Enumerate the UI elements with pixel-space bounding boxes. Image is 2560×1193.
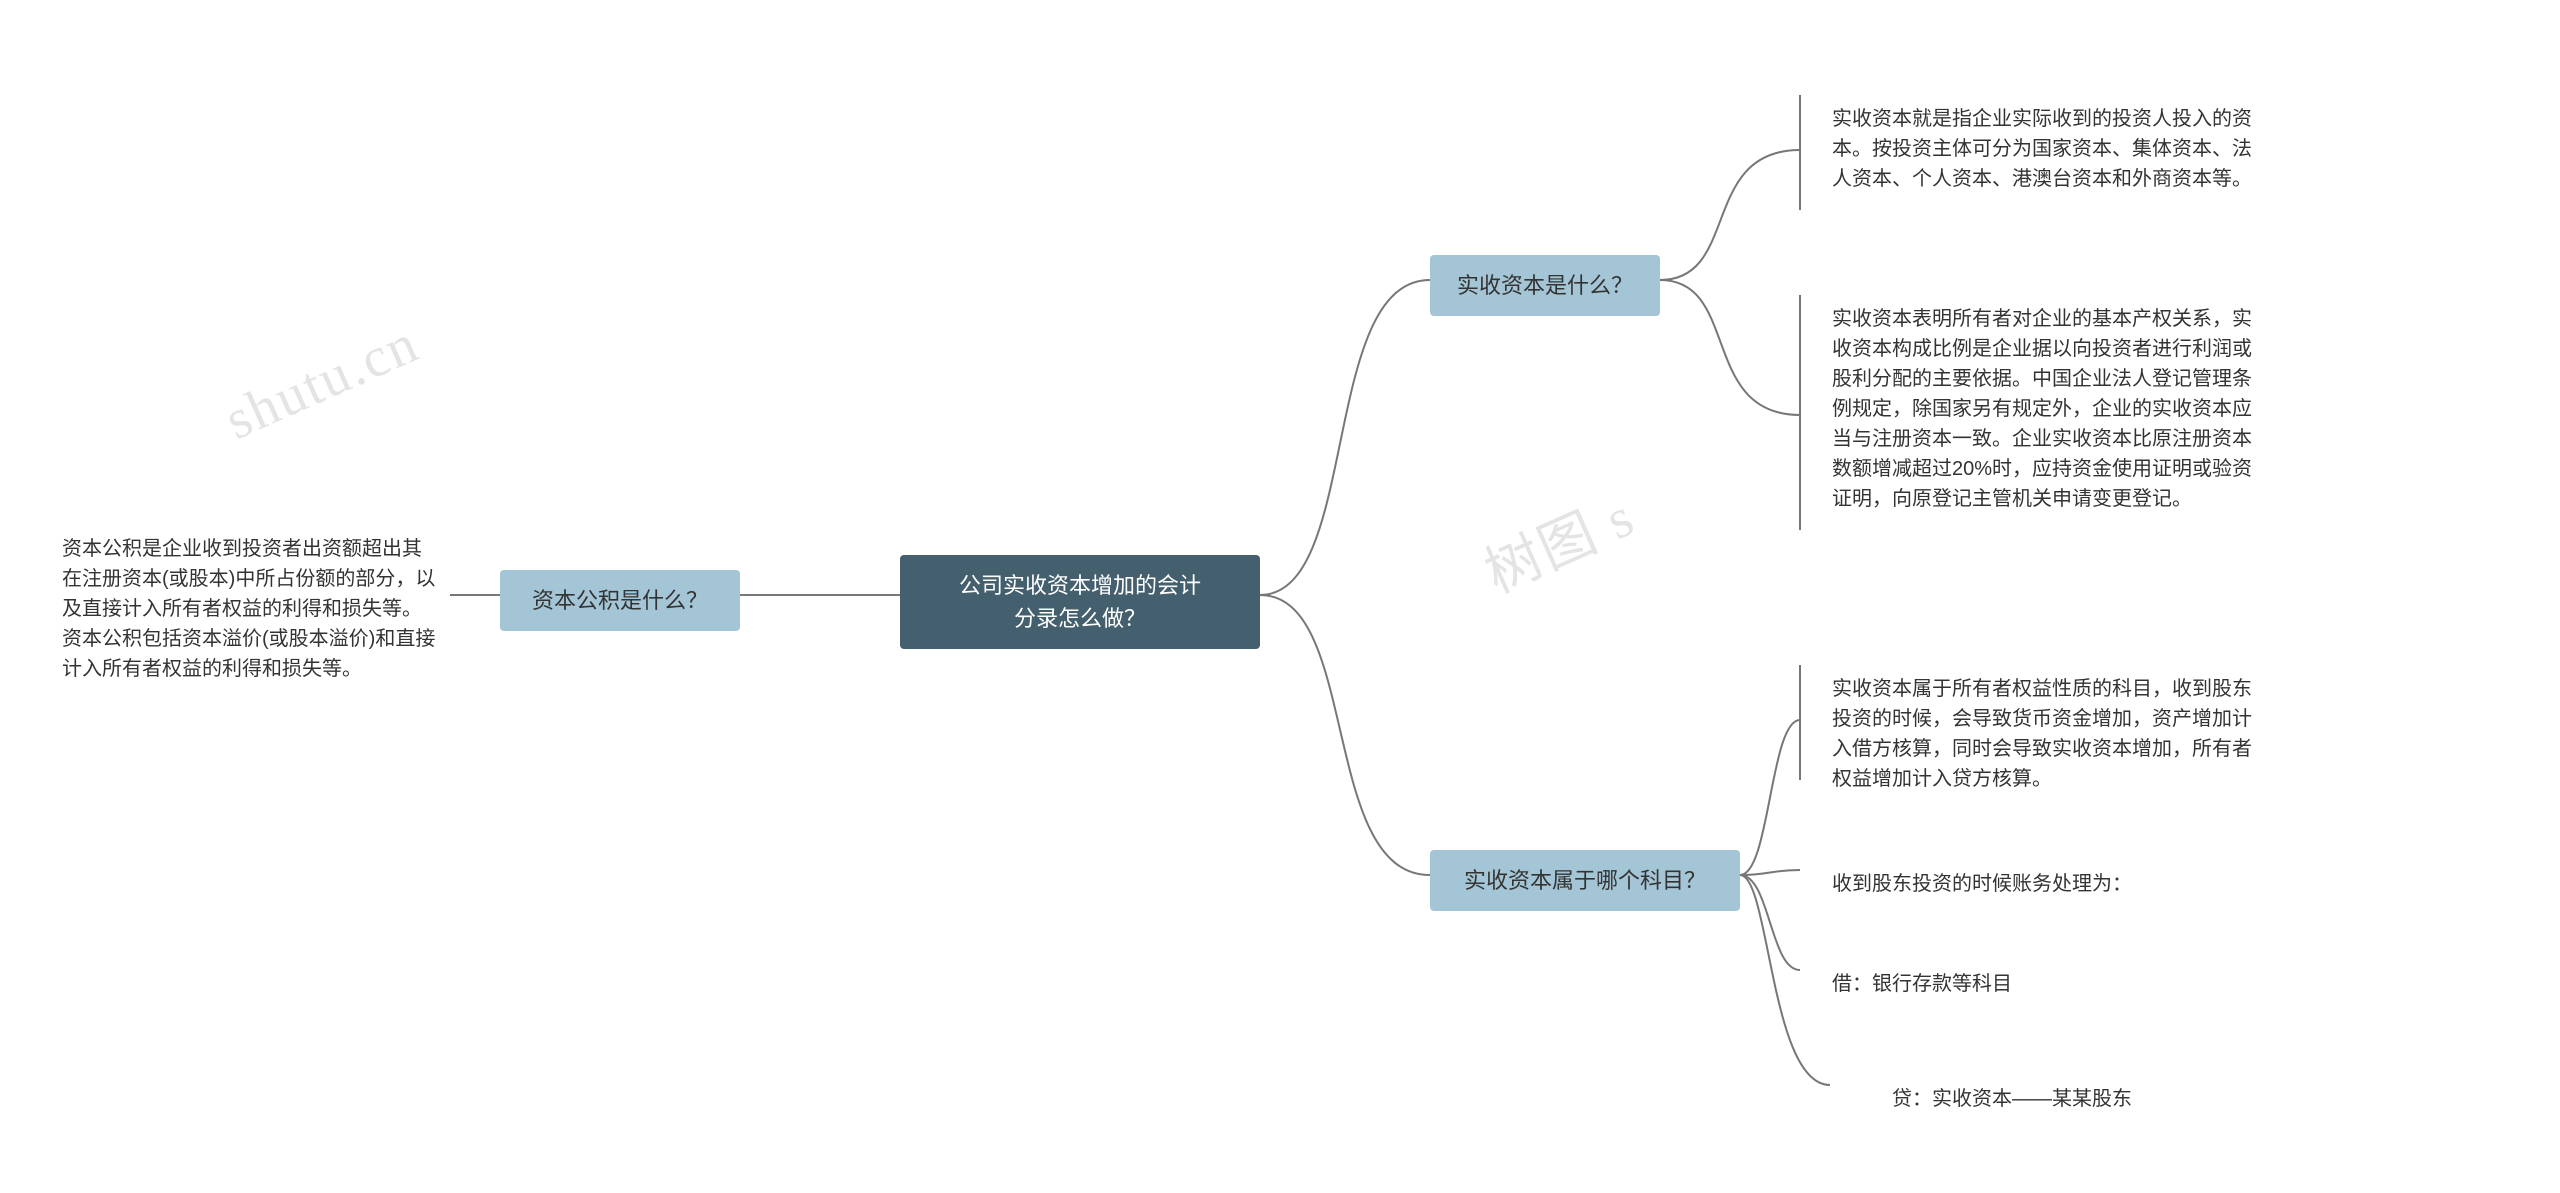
right-branch-1: 实收资本是什么？ [1430, 255, 1660, 316]
center-line2: 分录怎么做？ [922, 602, 1238, 635]
watermark-right: 树图 s [1470, 472, 1645, 609]
right-branch2-leaf4: 贷：实收资本——某某股东 [1870, 1070, 2300, 1128]
center-line1: 公司实收资本增加的会计 [922, 569, 1238, 602]
right-branch2-leaf2: 收到股东投资的时候账务处理为： [1810, 855, 2280, 913]
left-branch: 资本公积是什么？ [500, 570, 740, 631]
right-branch1-leaf2: 实收资本表明所有者对企业的基本产权关系，实收资本构成比例是企业据以向投资者进行利… [1810, 290, 2280, 528]
right-branch2-leaf1: 实收资本属于所有者权益性质的科目，收到股东投资的时候，会导致货币资金增加，资产增… [1810, 660, 2280, 808]
right-branch-2: 实收资本属于哪个科目？ [1430, 850, 1740, 911]
right-branch1-leaf1: 实收资本就是指企业实际收到的投资人投入的资本。按投资主体可分为国家资本、集体资本… [1810, 90, 2280, 208]
right-branch2-leaf3: 借：银行存款等科目 [1810, 955, 2280, 1013]
left-leaf: 资本公积是企业收到投资者出资额超出其在注册资本(或股本)中所占份额的部分，以及直… [40, 520, 460, 698]
watermark-left: shutu.cn [216, 311, 429, 453]
center-node: 公司实收资本增加的会计 分录怎么做？ [900, 555, 1260, 649]
